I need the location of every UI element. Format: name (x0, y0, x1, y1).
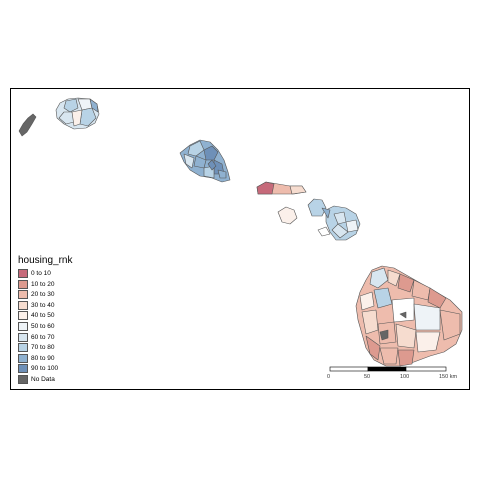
island-maui (307, 198, 361, 241)
legend-swatch (18, 269, 28, 278)
legend-item: 0 to 10 (18, 269, 51, 279)
legend-label: 40 to 50 (31, 312, 55, 320)
scale-label-0: 0 (327, 374, 331, 380)
scale-bar (329, 366, 447, 372)
legend-swatch (18, 290, 28, 300)
legend-swatch (18, 322, 28, 331)
legend-label: 80 to 90 (31, 354, 55, 362)
island-molokai (256, 181, 307, 195)
legend-label: 60 to 70 (31, 333, 55, 341)
island-kauai (55, 97, 100, 130)
legend-label: 90 to 100 (31, 365, 59, 373)
legend-swatch (18, 332, 28, 342)
legend-item: 30 to 40 (18, 300, 55, 311)
legend-swatch (18, 300, 28, 310)
legend-label: 0 to 10 (31, 270, 51, 277)
legend-label: 70 to 80 (31, 344, 55, 352)
island-oahu (179, 139, 231, 183)
legend-swatch (18, 343, 28, 353)
legend-item: 20 to 30 (18, 290, 55, 300)
island-lanai (277, 206, 298, 225)
legend-item: 50 to 60 (18, 322, 55, 332)
legend-item: 60 to 70 (18, 332, 55, 343)
legend-item: 90 to 100 (18, 364, 58, 374)
scale-label-50: 50 (364, 374, 371, 380)
island-kahoolawe (317, 226, 331, 237)
legend-swatch (18, 311, 28, 321)
legend-swatch (18, 364, 28, 374)
legend-swatch (18, 279, 28, 289)
legend-swatch (18, 375, 28, 384)
legend-title: housing_rnk (18, 255, 73, 266)
scale-label-150: 150 km (439, 374, 458, 380)
legend-item: No Data (18, 375, 55, 385)
island-hawaii (355, 265, 463, 367)
scale-label-100: 100 (400, 374, 410, 380)
legend-item: 10 to 20 (18, 279, 55, 290)
legend-label: 30 to 40 (31, 301, 55, 309)
legend-label: No Data (31, 376, 55, 383)
island-niihau (18, 113, 37, 137)
legend-swatch (18, 353, 28, 363)
legend-label: 20 to 30 (31, 291, 55, 299)
legend-item: 70 to 80 (18, 343, 55, 353)
legend-label: 50 to 60 (31, 323, 55, 330)
legend-item: 40 to 50 (18, 311, 55, 321)
legend-label: 10 to 20 (31, 280, 55, 288)
legend-item: 80 to 90 (18, 353, 55, 364)
